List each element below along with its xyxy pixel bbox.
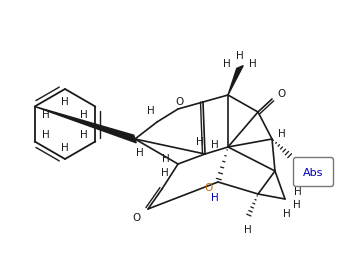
Text: H: H xyxy=(278,129,286,138)
Text: H: H xyxy=(294,186,302,196)
Polygon shape xyxy=(35,107,136,143)
Text: H: H xyxy=(147,106,155,116)
Text: H: H xyxy=(283,208,291,218)
Text: Abs: Abs xyxy=(303,167,323,177)
Text: H: H xyxy=(244,224,252,234)
Text: O: O xyxy=(278,89,286,99)
Text: H: H xyxy=(61,97,69,107)
Text: H: H xyxy=(80,130,88,140)
FancyBboxPatch shape xyxy=(294,158,334,187)
Text: H: H xyxy=(249,59,257,69)
Text: H: H xyxy=(162,153,170,163)
Text: H: H xyxy=(161,167,169,177)
Text: H: H xyxy=(42,109,49,119)
Text: O: O xyxy=(204,182,212,192)
Text: H: H xyxy=(211,192,219,202)
Text: H: H xyxy=(211,139,219,149)
Text: H: H xyxy=(236,51,244,61)
Text: H: H xyxy=(42,130,49,140)
Text: H: H xyxy=(136,147,144,157)
Text: H: H xyxy=(61,142,69,152)
Text: O: O xyxy=(175,97,183,107)
Text: H: H xyxy=(80,109,88,119)
Text: H: H xyxy=(293,199,301,209)
Text: O: O xyxy=(132,212,140,222)
Text: H: H xyxy=(196,136,204,146)
Text: H: H xyxy=(223,59,231,69)
Polygon shape xyxy=(228,66,243,96)
